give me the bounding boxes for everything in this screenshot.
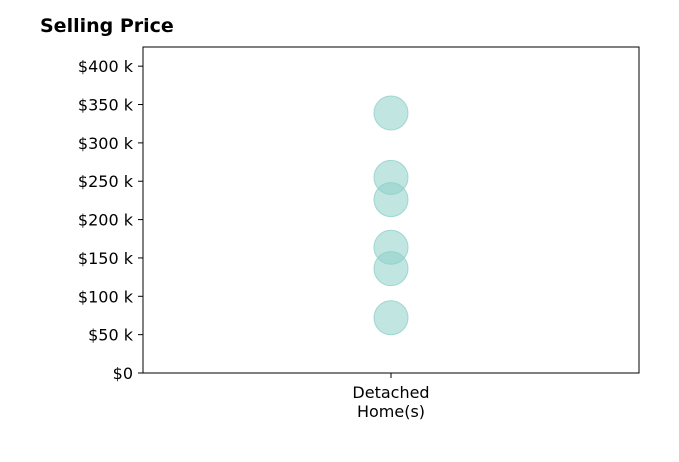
y-tick-label: $350 k [78,96,134,115]
x-tick-label: Detached Home(s) [352,383,429,421]
data-point [373,251,409,287]
y-tick-label: $50 k [88,326,134,345]
plot-area-frame [142,46,640,374]
y-axis: $0 $50 k $100 k $150 k $200 k $250 k $300 k $35… [78,57,143,383]
x-tick-label-line: Detached [352,383,429,402]
data-point [373,300,409,336]
chart-title: Selling Price [40,15,174,37]
y-tick-label: $250 k [78,172,134,191]
y-tick-label: $0 [113,364,133,383]
data-points [373,95,409,336]
x-axis: Detached Home(s) [352,373,430,421]
y-tick-label: $100 k [78,287,134,306]
y-tick-label: $200 k [78,211,134,230]
data-point [373,95,409,131]
y-tick-label: $400 k [78,57,134,76]
data-point [373,182,409,218]
y-tick-label: $300 k [78,134,134,153]
x-tick-label-line: Home(s) [357,402,425,421]
y-tick-label: $150 k [78,249,134,268]
